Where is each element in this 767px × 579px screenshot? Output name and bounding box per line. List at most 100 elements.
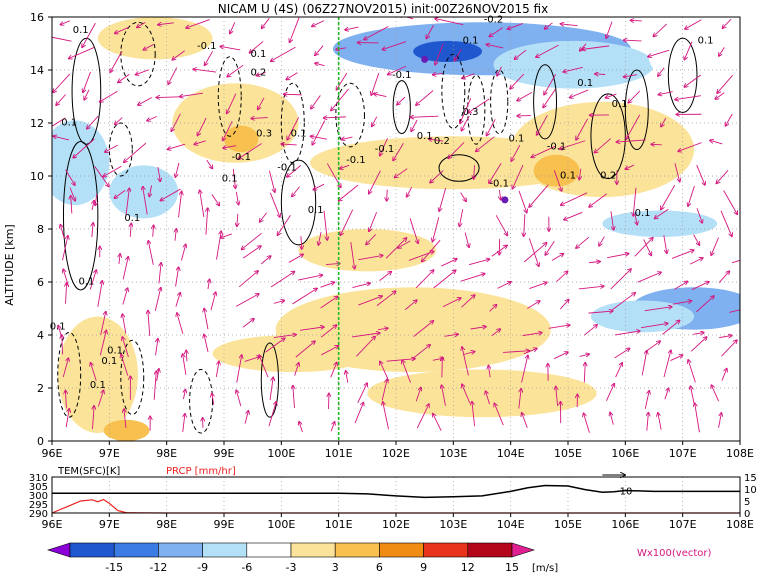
wind-vector	[270, 377, 273, 400]
colorbar-box	[468, 543, 512, 557]
wind-vector	[148, 310, 150, 336]
contour-positive	[393, 81, 410, 134]
wind-vector	[469, 259, 490, 265]
colorbar-low-cap	[48, 543, 70, 557]
wind-vector	[434, 270, 456, 288]
precip-tick-label: 5	[744, 497, 750, 508]
wind-vector	[552, 253, 564, 260]
wind-vector	[584, 325, 597, 336]
wind-vector	[406, 187, 411, 197]
contour-label: 0.1	[90, 380, 106, 391]
wind-vector	[697, 165, 705, 185]
wind-vector	[529, 282, 547, 288]
wind-vector	[380, 271, 392, 280]
wind-vector	[310, 136, 327, 139]
wind-vector	[193, 69, 216, 72]
contour-label: 0.3	[256, 128, 272, 139]
contour-label: -0.1	[197, 41, 217, 52]
colorbar-tick-label: -3	[286, 561, 297, 574]
wind-vector	[83, 72, 91, 93]
wind-vector	[204, 308, 208, 329]
wind-vector	[688, 360, 695, 383]
surface-x-label: 102E	[382, 518, 410, 531]
wind-vector	[665, 388, 669, 399]
wind-vector	[529, 185, 548, 208]
x-tick-label: 102E	[382, 447, 410, 460]
surface-x-label: 106E	[611, 518, 639, 531]
wind-vector	[416, 91, 433, 106]
temperature-line	[52, 485, 740, 497]
shade-region	[58, 316, 138, 433]
contour-label: -0.1	[231, 152, 251, 163]
contour-label: 0.1	[61, 118, 77, 129]
contour-label: 0.1	[250, 49, 266, 60]
wind-vector	[721, 340, 737, 356]
x-tick-label: 99E	[214, 447, 235, 460]
contour-label: 0.1	[222, 173, 238, 184]
wind-vector	[524, 243, 547, 262]
colorbar-high-cap	[512, 543, 534, 557]
wind-vector	[560, 24, 577, 26]
contour-label: 0.1	[107, 346, 123, 357]
wind-vector	[207, 160, 213, 169]
surface-frame	[52, 477, 740, 513]
wind-vector	[274, 300, 285, 303]
cloud-mark	[421, 56, 428, 63]
wind-vector	[722, 368, 727, 380]
x-tick-label: 105E	[554, 447, 582, 460]
contour-label: 0.1	[635, 208, 651, 219]
wind-vector	[92, 200, 94, 210]
wind-vector	[293, 385, 295, 408]
wind-vector	[261, 18, 269, 28]
wind-vector	[243, 246, 261, 258]
wind-vector	[690, 258, 703, 264]
wind-vector	[270, 193, 280, 217]
colorbar-box	[158, 543, 202, 557]
wind-vector	[658, 413, 661, 430]
precip-tick-label: 0	[744, 509, 750, 520]
wind-vector	[672, 250, 694, 258]
y-tick-label: 10	[30, 170, 44, 183]
wind-vector	[321, 282, 335, 287]
wind-vector	[130, 223, 131, 237]
colorbar-tick-label: -12	[149, 561, 167, 574]
wind-vector	[583, 413, 589, 433]
wind-vector	[156, 97, 180, 98]
wind-vector	[606, 383, 614, 401]
cloud-mark	[501, 196, 508, 203]
wind-vector	[298, 275, 323, 280]
wind-vector	[589, 262, 600, 263]
shade-region	[104, 420, 150, 441]
wind-vector	[183, 413, 185, 432]
wind-vector	[177, 313, 183, 334]
colorbar-box	[203, 543, 247, 557]
wind-vector	[312, 121, 325, 145]
y-tick-label: 0	[37, 435, 44, 448]
wind-vector	[725, 114, 732, 126]
wind-vector	[599, 237, 605, 247]
wind-vector	[543, 89, 555, 107]
wind-vector	[110, 51, 122, 72]
wind-vector	[694, 235, 700, 246]
contour-negative	[190, 369, 213, 433]
wind-vector	[156, 338, 158, 355]
wind-vector	[416, 270, 434, 288]
wind-vector	[410, 116, 438, 117]
wind-vector	[323, 117, 346, 118]
wind-vector	[124, 143, 146, 162]
wind-vector	[519, 191, 527, 213]
contour-label: 0.1	[698, 36, 714, 47]
wind-vector	[315, 63, 325, 66]
wind-vector	[670, 355, 682, 361]
wind-vector	[630, 20, 642, 21]
wind-vector	[645, 341, 661, 352]
wind-vector	[292, 187, 300, 197]
wind-vector	[286, 73, 297, 80]
wind-vector	[123, 288, 128, 305]
wind-vector	[299, 421, 302, 432]
wind-vector	[690, 386, 694, 404]
